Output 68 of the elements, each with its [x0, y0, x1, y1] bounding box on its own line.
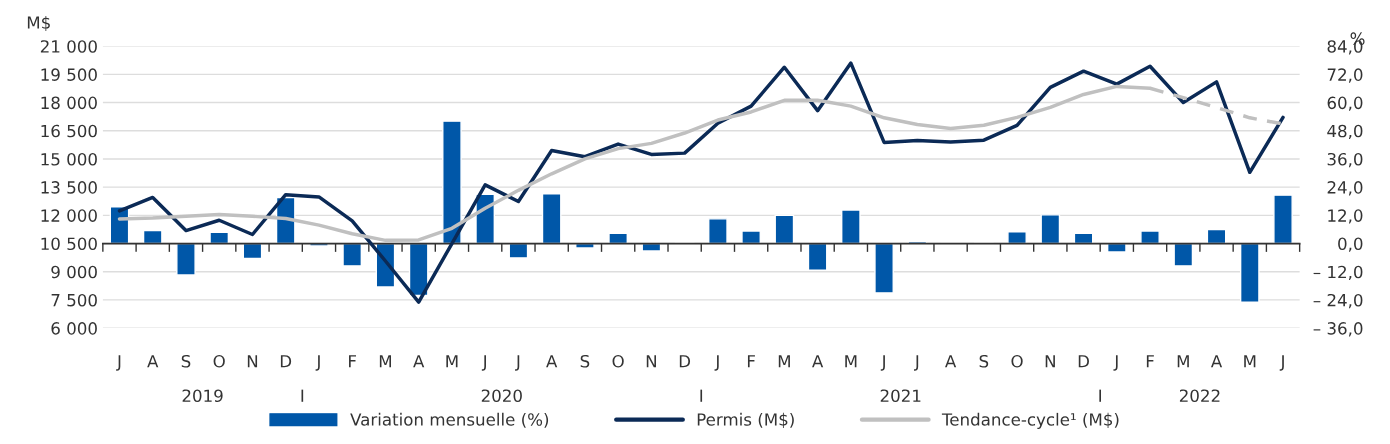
- legend-label: Variation mensuelle (%): [350, 412, 549, 428]
- y2-tick-label: 60,0: [1327, 96, 1363, 111]
- x-tick-label: J: [315, 355, 320, 371]
- x-tick-label: S: [979, 354, 989, 368]
- x-tick-label: F: [1146, 355, 1154, 368]
- y-tick-label: 19 500: [41, 68, 97, 81]
- x-tick-label: D: [280, 355, 292, 368]
- x-tick-label: N: [1045, 355, 1055, 368]
- y2-tick-label: 24,0: [1327, 181, 1363, 196]
- y-tick-label: 21 000: [40, 40, 97, 53]
- x-tick-label: M: [845, 355, 857, 368]
- x-tick-label: J: [116, 355, 121, 371]
- y-tick-label: 7 500: [51, 293, 97, 307]
- text: 2019: [182, 389, 223, 403]
- x-tick-label: M: [446, 355, 458, 368]
- x-tick-label: M: [1244, 355, 1256, 368]
- x-tick-label: M: [1177, 355, 1189, 368]
- y2-tick-label: 72,0: [1327, 68, 1363, 83]
- y2-tick-label: – 24,0: [1313, 293, 1363, 309]
- x-tick-label: S: [181, 354, 191, 368]
- x-tick-label: J: [914, 355, 919, 371]
- y2-tick-label: 12,0: [1328, 209, 1363, 224]
- x-tick-label: O: [213, 354, 225, 368]
- y-tick-label: 13 500: [41, 181, 97, 194]
- y2-tick-label: 0,0: [1338, 237, 1363, 252]
- x-tick-label: N: [247, 355, 258, 368]
- text: 2021: [880, 389, 921, 403]
- x-tick-label: J: [714, 355, 719, 371]
- y-tick-label: 10 500: [41, 237, 97, 251]
- x-tick-label: A: [945, 355, 957, 368]
- x-tick-label: J: [481, 355, 486, 371]
- text: I: [301, 389, 304, 402]
- y2-tick-label: – 36,0: [1313, 322, 1363, 337]
- x-tick-label: J: [1279, 355, 1284, 371]
- x-tick-label: S: [580, 354, 590, 368]
- x-tick-label: J: [515, 355, 520, 371]
- y2-tick-label: 36,0: [1327, 152, 1363, 168]
- x-tick-label: M: [379, 355, 391, 368]
- x-tick-label: A: [812, 355, 824, 368]
- x-tick-label: F: [349, 355, 357, 368]
- y2-tick-label: – 12,0: [1313, 265, 1363, 280]
- y-tick-label: 9 000: [51, 265, 97, 279]
- x-tick-label: M: [778, 355, 790, 368]
- y2-tick-label: 48,0: [1327, 124, 1363, 140]
- text: I: [1099, 389, 1102, 402]
- x-tick-label: A: [546, 355, 558, 368]
- text: 2020: [481, 389, 522, 403]
- x-tick-label: A: [1210, 355, 1223, 368]
- legend-label: Tendance-cycle¹ (M$): [941, 412, 1119, 429]
- text: 2022: [1179, 389, 1220, 403]
- x-tick-label: A: [413, 355, 425, 368]
- x-tick-label: O: [612, 354, 624, 368]
- y-tick-label: 6 000: [51, 322, 97, 335]
- text: I: [700, 389, 703, 402]
- x-tick-label: J: [1113, 355, 1118, 371]
- x-tick-label: J: [880, 355, 885, 371]
- x-tick-label: O: [1011, 354, 1023, 368]
- legend-label: Permis (M$): [697, 412, 794, 428]
- x-tick-label: A: [147, 355, 159, 368]
- y-tick-label: 16 500: [41, 124, 97, 138]
- y-tick-label: 18 000: [41, 96, 97, 110]
- x-tick-label: F: [747, 355, 755, 368]
- y-axis-title: M$: [27, 15, 50, 32]
- y-tick-label: 15 000: [41, 152, 97, 166]
- y-tick-label: 12 000: [41, 209, 97, 222]
- x-tick-label: N: [646, 355, 656, 368]
- x-tick-label: D: [1078, 355, 1089, 368]
- x-tick-label: D: [679, 355, 691, 368]
